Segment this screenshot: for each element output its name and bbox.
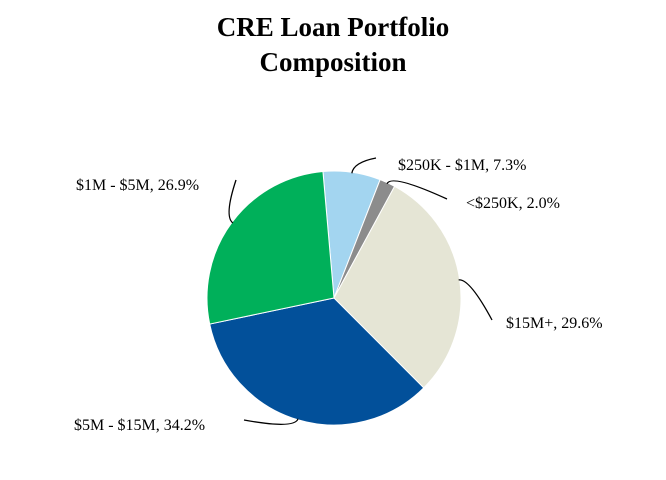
slice-label-3: $5M - $15M, 34.2% (74, 417, 205, 434)
chart-title-line-1: CRE Loan Portfolio (216, 12, 450, 42)
leader-line-3 (243, 418, 299, 425)
chart-title-line-2: Composition (259, 47, 407, 77)
slice-label-0: $250K - $1M, 7.3% (398, 157, 526, 174)
leader-line-4 (228, 179, 237, 224)
pie-slice-4 (206, 170, 335, 325)
slice-label-1: <$250K, 2.0% (466, 195, 560, 212)
leader-line-2 (458, 279, 493, 321)
slice-labels: $250K - $1M, 7.3% <$250K, 2.0% $15M+, 29.6… (74, 157, 603, 434)
slice-label-2: $15M+, 29.6% (506, 315, 603, 332)
leader-line-1 (386, 180, 448, 200)
chart-title: CRE Loan Portfolio Composition (0, 10, 666, 80)
leader-line-0 (351, 157, 377, 174)
pie-slices (206, 170, 462, 426)
leader-lines (228, 157, 493, 425)
slice-label-4: $1M - $5M, 26.9% (76, 177, 199, 194)
